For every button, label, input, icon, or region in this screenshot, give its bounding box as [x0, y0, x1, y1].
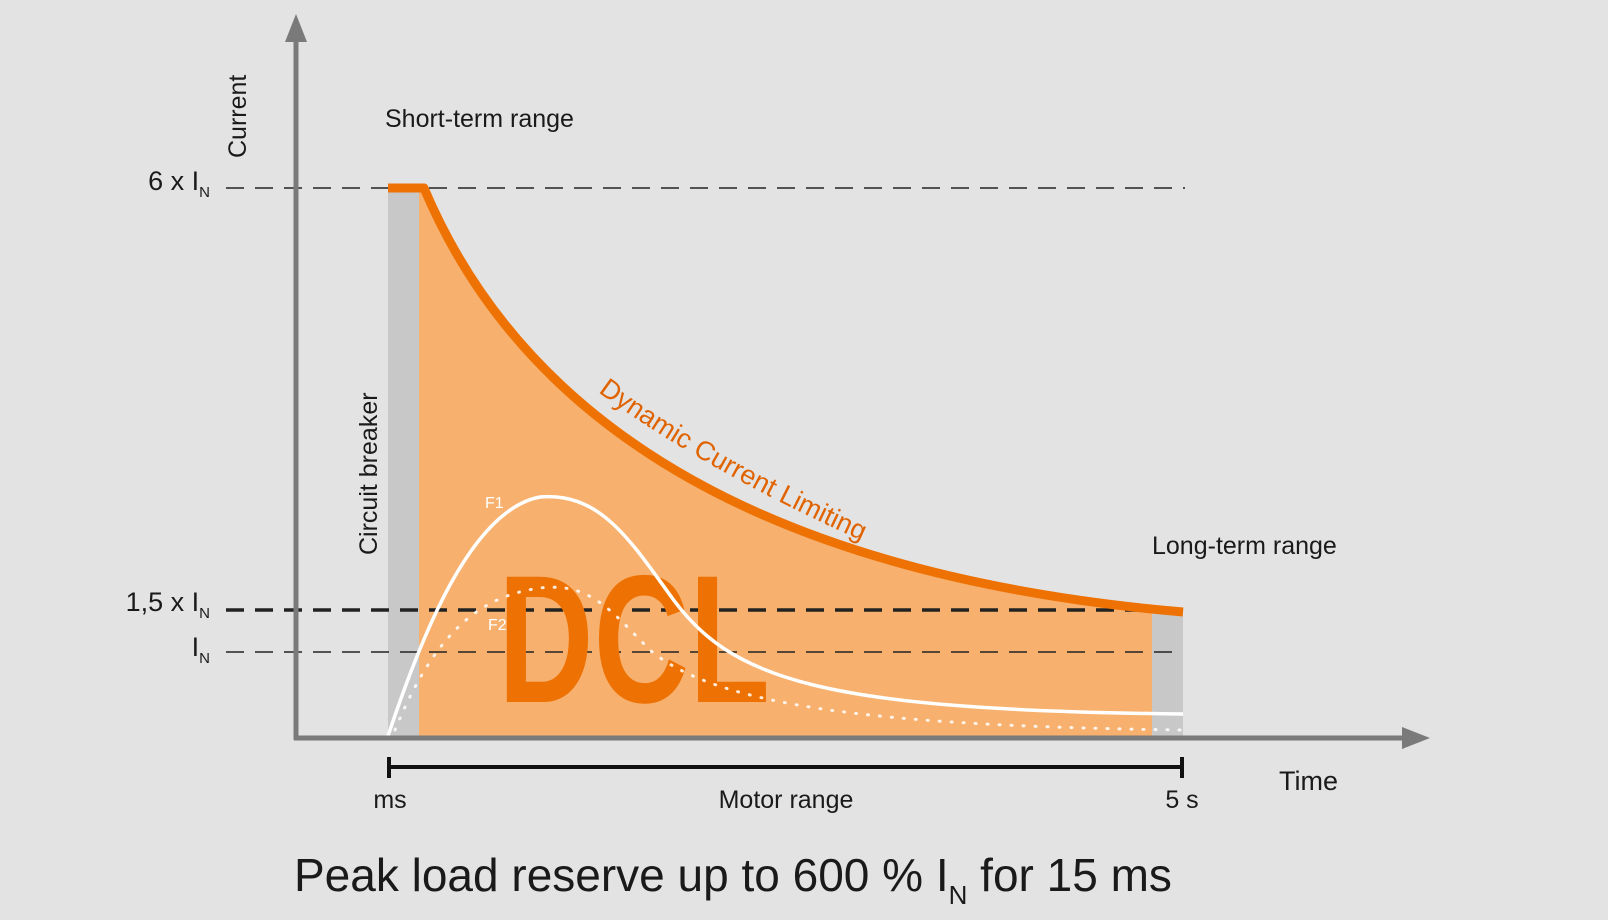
f1-label: F1 — [485, 495, 504, 512]
dcl-curve — [388, 183, 1184, 617]
f2-curve — [393, 585, 1185, 732]
motor-range-label: Motor range — [719, 786, 854, 814]
f1-curve — [386, 494, 1184, 737]
long-term-band — [1152, 610, 1183, 740]
f2-label: F2 — [488, 617, 507, 634]
circuit-breaker-band — [388, 186, 419, 740]
level-label-15in: 1,5 x IN — [126, 587, 210, 622]
caption: Peak load reserve up to 600 % IN for 15 … — [294, 849, 1172, 910]
motor-end-label: 5 s — [1165, 786, 1198, 814]
y-axis-arrow — [285, 14, 307, 42]
y-axis-label: Current — [224, 75, 252, 158]
short-term-range-label: Short-term range — [385, 105, 574, 133]
long-term-range-label: Long-term range — [1152, 532, 1337, 560]
x-axis-label: Time — [1279, 766, 1338, 796]
x-axis-arrow — [1402, 727, 1430, 749]
dcl-area — [388, 186, 1183, 740]
dcl-logo: DCL — [498, 537, 770, 741]
circuit-breaker-label: Circuit breaker — [355, 392, 383, 555]
level-label-in: IN — [192, 632, 210, 667]
motor-start-label: ms — [373, 786, 406, 814]
level-label-6in: 6 x IN — [148, 166, 210, 201]
